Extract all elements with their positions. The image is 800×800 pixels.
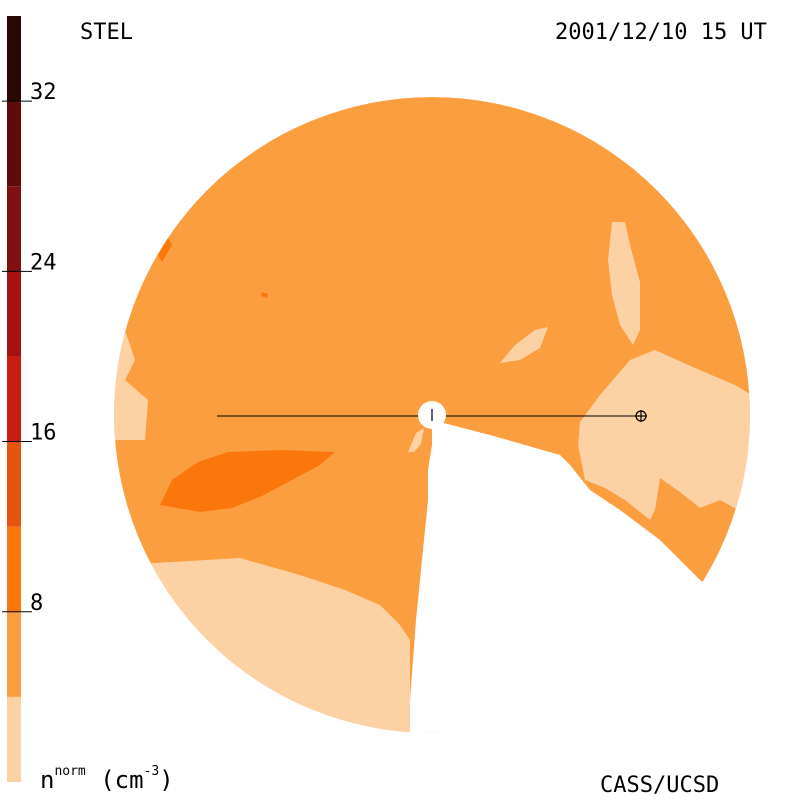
- credit-label: CASS/UCSD: [600, 773, 720, 798]
- colorbar-bin: [7, 526, 21, 612]
- colorbar-bin: [7, 271, 21, 357]
- region-mid-tick: [261, 292, 268, 298]
- region-low-center-streak: [408, 428, 424, 452]
- colorbar-tick-label: 8: [30, 591, 43, 616]
- colorbar-units-sup: norm: [54, 764, 86, 779]
- colorbar-units-label: nnorm (cm-3): [40, 764, 174, 794]
- colorbar-bin: [7, 356, 21, 442]
- region-low-left-edge: [114, 330, 148, 440]
- region-low-small-lobe: [500, 327, 548, 363]
- instrument-label: STEL: [80, 20, 133, 45]
- colorbar-tick-label: 32: [30, 80, 57, 105]
- colorbar: 8 16 24 32: [2, 16, 57, 782]
- colorbar-bin: [7, 186, 21, 272]
- colorbar-units-close: ): [159, 766, 174, 794]
- colorbar-bin: [7, 441, 21, 527]
- region-low-upper-right-streak: [608, 222, 640, 345]
- colorbar-bin: [7, 696, 21, 782]
- colorbar-units-open: (cm: [100, 766, 144, 794]
- datetime-label: 2001/12/10 15 UT: [555, 20, 767, 45]
- colorbar-bin: [7, 101, 21, 187]
- colorbar-bin: [7, 16, 21, 102]
- region-mid-left-lobe: [160, 450, 335, 512]
- region-mid-left-edge: [158, 238, 172, 262]
- earth-icon: [635, 410, 647, 422]
- region-low-right: [578, 350, 750, 520]
- colorbar-tick-label: 16: [30, 421, 57, 446]
- colorbar-tick-label: 24: [30, 250, 57, 275]
- colorbar-bin: [7, 611, 21, 697]
- colorbar-units-base: n: [40, 766, 55, 794]
- colorbar-units-exp: -3: [143, 764, 160, 779]
